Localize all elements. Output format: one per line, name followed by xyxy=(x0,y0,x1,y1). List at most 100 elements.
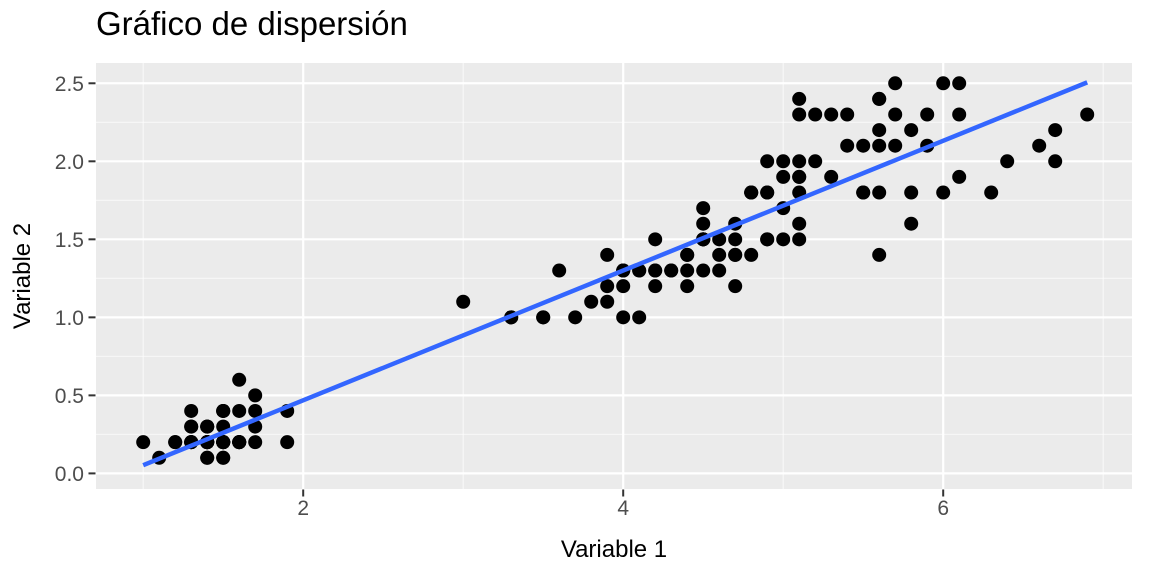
data-point xyxy=(872,123,887,138)
data-point xyxy=(184,419,199,434)
data-point xyxy=(840,107,855,122)
data-point xyxy=(568,310,583,325)
data-point xyxy=(888,76,903,91)
y-tick-label: 2.5 xyxy=(55,73,84,96)
data-point xyxy=(744,247,759,262)
data-point xyxy=(1048,154,1063,169)
data-point xyxy=(872,247,887,262)
data-point xyxy=(696,201,711,216)
data-point xyxy=(1032,138,1047,153)
data-point xyxy=(664,263,679,278)
data-point xyxy=(984,185,999,200)
data-point xyxy=(776,232,791,247)
data-point xyxy=(952,76,967,91)
data-point xyxy=(1000,154,1015,169)
data-point xyxy=(200,419,215,434)
data-point xyxy=(232,403,247,418)
data-point xyxy=(1080,107,1095,122)
data-point xyxy=(888,107,903,122)
data-point xyxy=(648,279,663,294)
data-point xyxy=(648,232,663,247)
data-point xyxy=(712,263,727,278)
data-point xyxy=(728,232,743,247)
y-tick-label: 1.0 xyxy=(55,307,84,330)
data-point xyxy=(248,403,263,418)
data-point xyxy=(216,435,231,450)
y-tick-label: 1.5 xyxy=(55,229,84,252)
data-point xyxy=(760,232,775,247)
data-point xyxy=(792,107,807,122)
data-point xyxy=(184,403,199,418)
data-point xyxy=(744,185,759,200)
data-point xyxy=(904,185,919,200)
data-point xyxy=(776,154,791,169)
data-point xyxy=(232,435,247,450)
data-point xyxy=(840,138,855,153)
data-point xyxy=(792,154,807,169)
data-point xyxy=(536,310,551,325)
data-point xyxy=(792,216,807,231)
data-point xyxy=(760,154,775,169)
data-point xyxy=(696,263,711,278)
plot-title: Gráfico de dispersión xyxy=(96,5,408,42)
data-point xyxy=(616,310,631,325)
data-point xyxy=(648,263,663,278)
data-point xyxy=(952,169,967,184)
data-point xyxy=(824,169,839,184)
data-point xyxy=(904,216,919,231)
regression-line xyxy=(142,80,1089,468)
x-axis-title: Variable 1 xyxy=(560,536,668,563)
data-point xyxy=(792,91,807,106)
data-point xyxy=(760,185,775,200)
data-point xyxy=(712,232,727,247)
data-point xyxy=(552,263,567,278)
data-point xyxy=(200,450,215,465)
data-point xyxy=(600,279,615,294)
y-axis-title: Variable 2 xyxy=(9,222,36,330)
data-point xyxy=(696,216,711,231)
data-point xyxy=(216,403,231,418)
x-tick-label: 4 xyxy=(617,497,629,520)
data-point xyxy=(808,154,823,169)
data-point xyxy=(216,450,231,465)
data-point xyxy=(808,107,823,122)
data-point xyxy=(280,435,295,450)
data-point xyxy=(1048,123,1063,138)
data-point xyxy=(456,294,471,309)
x-tick-label: 2 xyxy=(297,497,309,520)
data-point xyxy=(712,247,727,262)
data-point xyxy=(936,185,951,200)
data-point xyxy=(952,107,967,122)
data-point xyxy=(936,76,951,91)
x-tick-label: 6 xyxy=(937,497,949,520)
data-point xyxy=(248,435,263,450)
data-point xyxy=(920,107,935,122)
data-point xyxy=(776,169,791,184)
data-point xyxy=(616,279,631,294)
data-point xyxy=(632,310,647,325)
data-point xyxy=(680,247,695,262)
y-tick-label: 0.5 xyxy=(55,385,84,408)
y-tick-label: 0.0 xyxy=(55,463,84,486)
data-point xyxy=(248,388,263,403)
y-tick-label: 2.0 xyxy=(55,151,84,174)
data-point xyxy=(792,169,807,184)
data-point xyxy=(824,107,839,122)
data-point xyxy=(888,138,903,153)
data-point xyxy=(136,435,151,450)
data-point xyxy=(584,294,599,309)
data-point xyxy=(904,123,919,138)
data-point xyxy=(232,372,247,387)
data-point xyxy=(792,232,807,247)
data-point xyxy=(856,138,871,153)
data-point xyxy=(728,247,743,262)
data-point xyxy=(872,138,887,153)
data-point xyxy=(680,279,695,294)
data-point xyxy=(600,294,615,309)
data-point xyxy=(680,263,695,278)
data-point xyxy=(728,279,743,294)
data-point xyxy=(872,185,887,200)
data-point xyxy=(168,435,183,450)
